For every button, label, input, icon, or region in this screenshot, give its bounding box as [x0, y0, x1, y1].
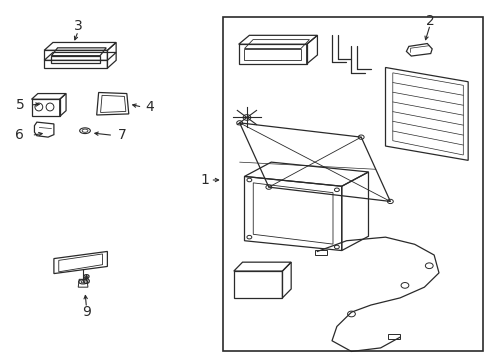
Bar [222, 18, 482, 351]
Bar [314, 249, 326, 255]
Text: 4: 4 [145, 100, 154, 114]
Bar [387, 334, 399, 339]
Text: 9: 9 [82, 305, 91, 319]
Text: 1: 1 [200, 173, 209, 187]
Text: 5: 5 [16, 98, 24, 112]
Text: 8: 8 [82, 273, 91, 287]
Text: 3: 3 [74, 19, 82, 33]
Text: 7: 7 [117, 129, 126, 142]
Text: 2: 2 [425, 14, 434, 28]
Text: 6: 6 [16, 129, 24, 142]
